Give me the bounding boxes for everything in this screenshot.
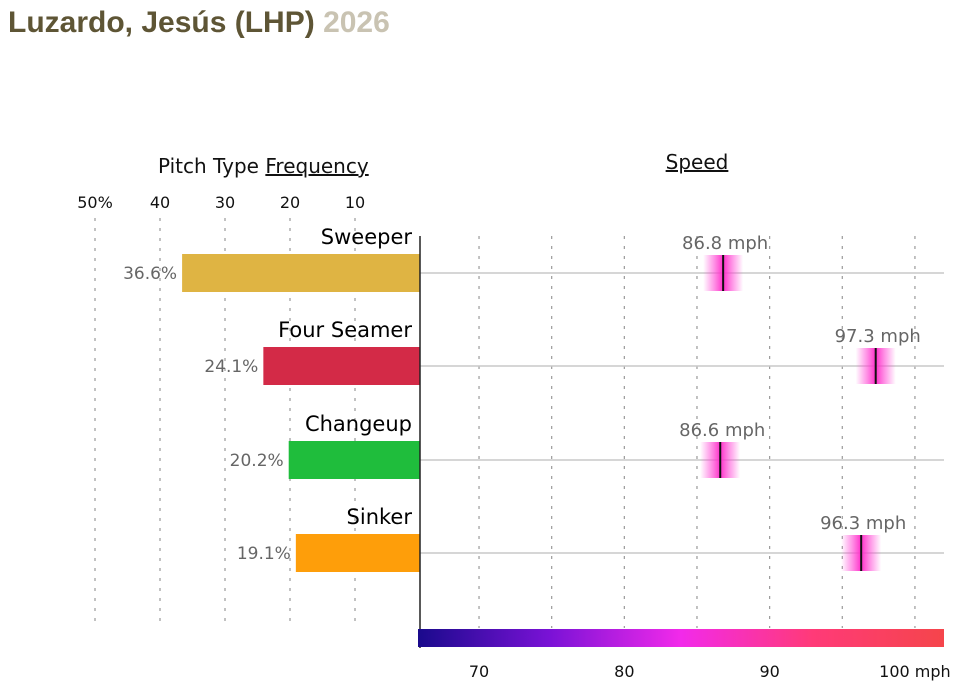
frequency-tick-label: 40 xyxy=(150,193,170,212)
pitch-row: Four Seamer 24.1% 97.3 mph xyxy=(204,318,944,385)
season-year: 2026 xyxy=(323,6,390,39)
speed-value-label: 96.3 mph xyxy=(820,513,906,534)
speed-tick-label: 80 xyxy=(614,662,634,681)
frequency-tick-label: 10 xyxy=(345,193,365,212)
chart-title: Luzardo, Jesús (LHP) 2026 xyxy=(8,6,390,40)
speed-axis-title[interactable]: Speed xyxy=(666,150,729,174)
speed-tick-labels: 70 80 90 100 mph xyxy=(469,662,951,681)
speed-color-scale xyxy=(418,629,944,647)
frequency-value-label: 19.1% xyxy=(237,544,291,564)
pitch-type-label: Sinker xyxy=(347,505,413,529)
speed-tick-label: 70 xyxy=(469,662,489,681)
frequency-bar xyxy=(288,441,420,479)
frequency-value-label: 36.6% xyxy=(123,264,177,284)
speed-value-label: 86.6 mph xyxy=(679,420,765,441)
frequency-bar xyxy=(295,534,420,572)
pitch-row: Changeup 20.2% 86.6 mph xyxy=(230,412,944,479)
frequency-tick-label: 50% xyxy=(77,193,113,212)
speed-value-label: 97.3 mph xyxy=(835,326,921,347)
pitcher-name: Luzardo, Jesús (LHP) xyxy=(8,6,315,39)
frequency-tick-label: 20 xyxy=(280,193,300,212)
pitch-type-label: Sweeper xyxy=(321,225,413,249)
frequency-bar xyxy=(263,347,420,385)
pitch-type-label: Changeup xyxy=(305,412,412,436)
frequency-grid: 50% 40 30 20 10 xyxy=(77,193,365,628)
frequency-bar xyxy=(182,254,420,292)
frequency-title-prefix: Pitch Type xyxy=(158,154,259,178)
frequency-tick-label: 30 xyxy=(215,193,235,212)
pitch-row: Sinker 19.1% 96.3 mph xyxy=(237,505,944,572)
frequency-title-link[interactable]: Frequency xyxy=(265,154,368,178)
speed-value-label: 86.8 mph xyxy=(682,233,768,254)
speed-tick-label: 100 mph xyxy=(879,662,951,681)
frequency-axis-title: Pitch Type Frequency xyxy=(158,154,369,178)
speed-tick-label: 90 xyxy=(759,662,779,681)
frequency-value-label: 24.1% xyxy=(204,357,258,377)
pitch-type-label: Four Seamer xyxy=(278,318,412,342)
pitch-row: Sweeper 36.6% 86.8 mph xyxy=(123,225,944,292)
pitch-rows: Sweeper 36.6% 86.8 mph Four Seamer 24.1% 97.3… xyxy=(123,225,944,572)
frequency-value-label: 20.2% xyxy=(230,451,284,471)
